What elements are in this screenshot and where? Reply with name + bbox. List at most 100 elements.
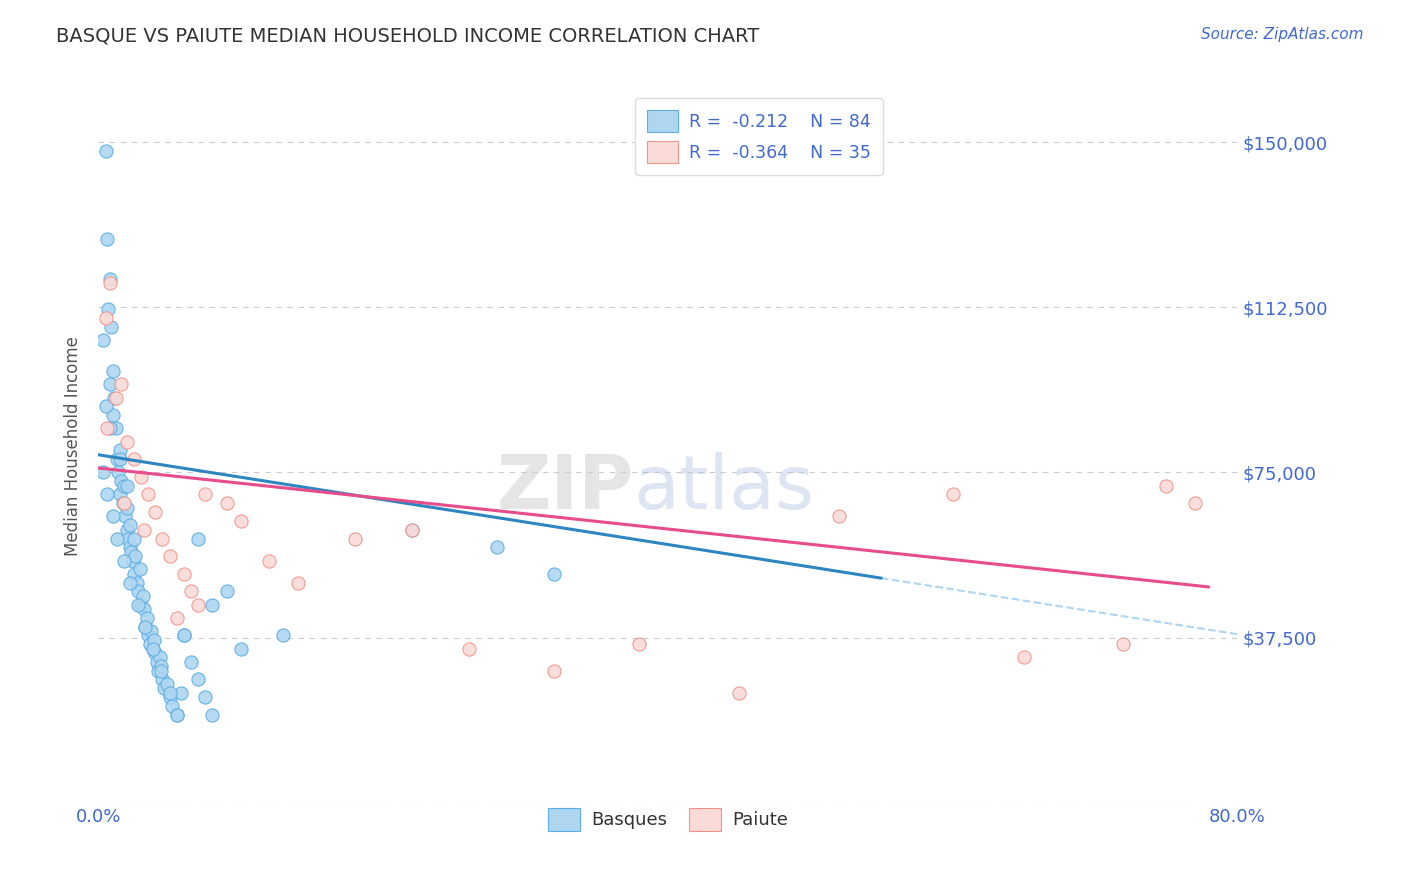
Point (118, 518, 141, 533)
Point (273, 628, 295, 642)
Point (104, 421, 127, 435)
Point (111, 496, 134, 510)
Point (180, 655, 202, 669)
Point (118, 575, 141, 590)
Point (135, 611, 157, 625)
Point (287, 575, 309, 590)
Point (110, 377, 132, 392)
Point (122, 452, 145, 467)
Point (125, 575, 148, 590)
Point (229, 514, 252, 528)
Point (108, 443, 131, 458)
Point (486, 541, 509, 555)
Point (201, 707, 224, 722)
Point (173, 566, 195, 581)
Point (166, 611, 188, 625)
Text: atlas: atlas (634, 452, 814, 525)
Point (194, 487, 217, 501)
Point (148, 664, 170, 678)
Point (149, 650, 172, 665)
Point (401, 523, 423, 537)
Point (139, 624, 162, 638)
Point (138, 637, 160, 651)
Point (180, 584, 202, 599)
Point (828, 509, 851, 524)
Point (942, 487, 965, 501)
Point (101, 408, 124, 422)
Point (97, 302, 120, 317)
Point (98, 377, 121, 392)
Point (145, 646, 167, 660)
Point (94, 311, 117, 326)
Point (187, 532, 209, 546)
Point (136, 628, 159, 642)
Point (170, 686, 193, 700)
Point (98, 271, 121, 285)
Point (1112, 637, 1135, 651)
Point (124, 549, 146, 563)
Point (173, 628, 195, 642)
Point (215, 584, 238, 599)
Point (94, 144, 117, 158)
Point (145, 505, 167, 519)
Point (120, 545, 142, 559)
Point (132, 602, 155, 616)
Point (194, 690, 217, 704)
Point (107, 466, 129, 480)
Point (187, 673, 209, 687)
Point (96, 421, 118, 435)
Point (1012, 650, 1035, 665)
Point (101, 509, 124, 524)
Point (156, 677, 179, 691)
Point (401, 523, 423, 537)
Text: BASQUE VS PAIUTE MEDIAN HOUSEHOLD INCOME CORRELATION CHART: BASQUE VS PAIUTE MEDIAN HOUSEHOLD INCOME… (56, 27, 759, 45)
Point (105, 532, 128, 546)
Point (128, 562, 150, 576)
Point (259, 553, 281, 567)
Point (141, 641, 163, 656)
Point (96, 232, 118, 246)
Point (1184, 496, 1206, 510)
Point (162, 698, 184, 713)
Point (98, 421, 121, 435)
Point (104, 391, 127, 405)
Point (173, 628, 195, 642)
Point (114, 509, 136, 524)
Point (115, 523, 138, 537)
Point (118, 541, 141, 555)
Point (110, 475, 132, 489)
Point (166, 707, 188, 722)
Point (543, 664, 565, 678)
Point (141, 641, 163, 656)
Point (215, 496, 238, 510)
Point (150, 659, 173, 673)
Point (112, 553, 135, 567)
Text: ZIP: ZIP (496, 452, 634, 525)
Point (134, 619, 156, 633)
Point (112, 478, 135, 492)
Point (127, 584, 149, 599)
Point (96, 487, 118, 501)
Text: Source: ZipAtlas.com: Source: ZipAtlas.com (1201, 27, 1364, 42)
Point (129, 598, 152, 612)
Point (187, 598, 209, 612)
Point (153, 681, 176, 696)
Point (152, 532, 174, 546)
Point (142, 632, 165, 647)
Point (112, 496, 135, 510)
Point (91, 333, 114, 347)
Point (131, 589, 153, 603)
Point (229, 641, 252, 656)
Point (628, 637, 651, 651)
Point (101, 364, 124, 378)
Point (159, 690, 181, 704)
Point (166, 707, 188, 722)
Point (134, 619, 156, 633)
Point (100, 320, 122, 334)
Point (343, 532, 366, 546)
Point (122, 566, 145, 581)
Point (91, 466, 114, 480)
Point (159, 686, 181, 700)
Point (150, 664, 173, 678)
Point (98, 276, 121, 290)
